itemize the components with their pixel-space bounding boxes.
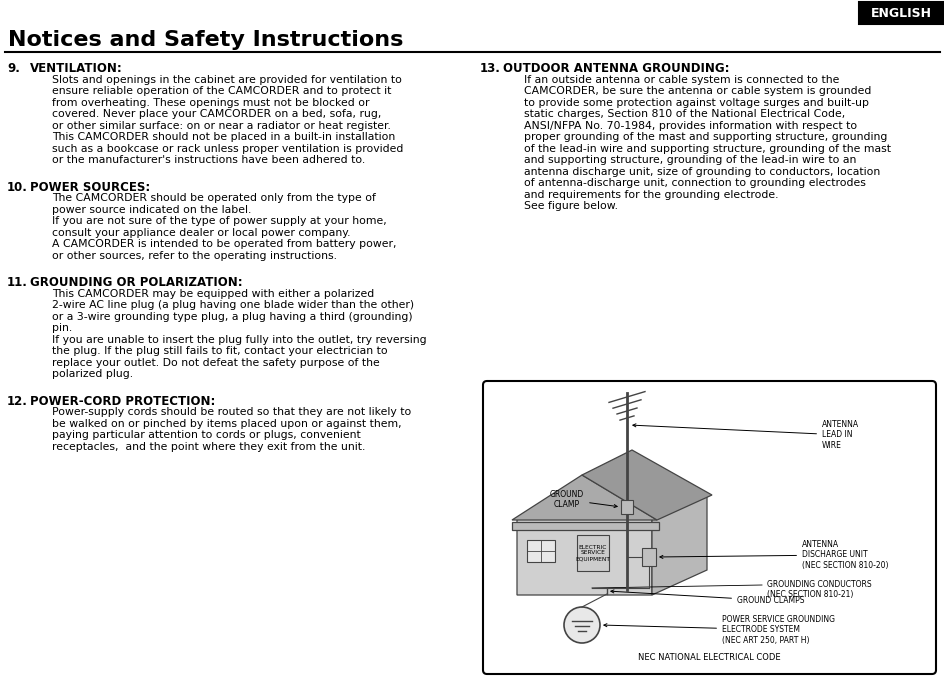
- Text: static charges, Section 810 of the National Electrical Code,: static charges, Section 810 of the Natio…: [523, 109, 844, 119]
- Text: If an outside antenna or cable system is connected to the: If an outside antenna or cable system is…: [523, 74, 838, 85]
- Text: from overheating. These openings must not be blocked or: from overheating. These openings must no…: [52, 97, 369, 108]
- Text: or a 3-wire grounding type plug, a plug having a third (grounding): or a 3-wire grounding type plug, a plug …: [52, 312, 413, 321]
- Text: OUTDOOR ANTENNA GROUNDING:: OUTDOOR ANTENNA GROUNDING:: [502, 62, 729, 75]
- Text: 10.: 10.: [7, 180, 27, 194]
- Text: of antenna-discharge unit, connection to grounding electrodes: of antenna-discharge unit, connection to…: [523, 178, 865, 188]
- Text: and requirements for the grounding electrode.: and requirements for the grounding elect…: [523, 189, 778, 199]
- Text: ENGLISH: ENGLISH: [869, 6, 931, 19]
- Polygon shape: [516, 480, 651, 595]
- Text: polarized plug.: polarized plug.: [52, 369, 133, 379]
- Text: or other sources, refer to the operating instructions.: or other sources, refer to the operating…: [52, 251, 337, 260]
- Text: consult your appliance dealer or local power company.: consult your appliance dealer or local p…: [52, 228, 350, 237]
- Text: ANTENNA
DISCHARGE UNIT
(NEC SECTION 810-20): ANTENNA DISCHARGE UNIT (NEC SECTION 810-…: [659, 540, 887, 570]
- Text: GROUNDING CONDUCTORS
(NEC SECTION 810-21): GROUNDING CONDUCTORS (NEC SECTION 810-21…: [767, 580, 870, 600]
- Text: The CAMCORDER should be operated only from the type of: The CAMCORDER should be operated only fr…: [52, 193, 376, 203]
- Text: covered. Never place your CAMCORDER on a bed, sofa, rug,: covered. Never place your CAMCORDER on a…: [52, 109, 381, 119]
- Polygon shape: [512, 522, 658, 530]
- Text: CAMCORDER, be sure the antenna or cable system is grounded: CAMCORDER, be sure the antenna or cable …: [523, 86, 870, 96]
- Bar: [527, 540, 554, 562]
- Circle shape: [564, 607, 599, 643]
- Text: POWER SOURCES:: POWER SOURCES:: [30, 180, 150, 194]
- Text: or other similar surface: on or near a radiator or heat register.: or other similar surface: on or near a r…: [52, 121, 391, 130]
- Text: Slots and openings in the cabinet are provided for ventilation to: Slots and openings in the cabinet are pr…: [52, 74, 401, 85]
- Text: and supporting structure, grounding of the lead-in wire to an: and supporting structure, grounding of t…: [523, 155, 855, 165]
- Text: 12.: 12.: [7, 394, 27, 407]
- Text: or the manufacturer's instructions have been adhered to.: or the manufacturer's instructions have …: [52, 155, 365, 165]
- Text: paying particular attention to cords or plugs, convenient: paying particular attention to cords or …: [52, 430, 361, 440]
- Text: If you are not sure of the type of power supply at your home,: If you are not sure of the type of power…: [52, 216, 386, 226]
- Text: VENTILATION:: VENTILATION:: [30, 62, 123, 75]
- Text: 11.: 11.: [7, 276, 27, 289]
- Text: proper grounding of the mast and supporting structure, grounding: proper grounding of the mast and support…: [523, 132, 886, 142]
- Bar: [620, 500, 632, 514]
- Text: If you are unable to insert the plug fully into the outlet, try reversing: If you are unable to insert the plug ful…: [52, 335, 426, 344]
- Text: receptacles,  and the point where they exit from the unit.: receptacles, and the point where they ex…: [52, 441, 365, 452]
- Text: Notices and Safety Instructions: Notices and Safety Instructions: [8, 30, 403, 50]
- Text: See figure below.: See figure below.: [523, 201, 617, 211]
- Text: 13.: 13.: [480, 62, 500, 75]
- Bar: [641, 548, 655, 566]
- Text: pin.: pin.: [52, 323, 72, 333]
- FancyBboxPatch shape: [482, 381, 935, 674]
- Text: GROUND CLAMPS: GROUND CLAMPS: [610, 590, 803, 605]
- Text: power source indicated on the label.: power source indicated on the label.: [52, 205, 251, 214]
- Text: be walked on or pinched by items placed upon or against them,: be walked on or pinched by items placed …: [52, 418, 401, 428]
- Text: ANTENNA
LEAD IN
WIRE: ANTENNA LEAD IN WIRE: [632, 420, 858, 450]
- Text: antenna discharge unit, size of grounding to conductors, location: antenna discharge unit, size of groundin…: [523, 167, 879, 176]
- Text: of the lead-in wire and supporting structure, grounding of the mast: of the lead-in wire and supporting struc…: [523, 144, 890, 153]
- Text: to provide some protection against voltage surges and built-up: to provide some protection against volta…: [523, 97, 868, 108]
- Text: 2-wire AC line plug (a plug having one blade wider than the other): 2-wire AC line plug (a plug having one b…: [52, 300, 413, 310]
- Text: POWER-CORD PROTECTION:: POWER-CORD PROTECTION:: [30, 394, 215, 407]
- Text: such as a bookcase or rack unless proper ventilation is provided: such as a bookcase or rack unless proper…: [52, 144, 403, 153]
- Text: A CAMCORDER is intended to be operated from battery power,: A CAMCORDER is intended to be operated f…: [52, 239, 396, 249]
- Text: GROUND
CLAMP: GROUND CLAMP: [549, 490, 616, 509]
- Text: This CAMCORDER may be equipped with either a polarized: This CAMCORDER may be equipped with eith…: [52, 289, 374, 298]
- Text: replace your outlet. Do not defeat the safety purpose of the: replace your outlet. Do not defeat the s…: [52, 357, 379, 368]
- Text: 9.: 9.: [7, 62, 20, 75]
- Text: NEC NATIONAL ELECTRICAL CODE: NEC NATIONAL ELECTRICAL CODE: [637, 654, 780, 663]
- Text: GROUNDING OR POLARIZATION:: GROUNDING OR POLARIZATION:: [30, 276, 243, 289]
- Polygon shape: [512, 475, 656, 520]
- Text: Power-supply cords should be routed so that they are not likely to: Power-supply cords should be routed so t…: [52, 407, 411, 417]
- Text: ANSI/NFPA No. 70-1984, provides information with respect to: ANSI/NFPA No. 70-1984, provides informat…: [523, 121, 856, 130]
- Bar: [577, 535, 608, 571]
- Polygon shape: [651, 495, 706, 595]
- Text: POWER SERVICE GROUNDING
ELECTRODE SYSTEM
(NEC ART 250, PART H): POWER SERVICE GROUNDING ELECTRODE SYSTEM…: [603, 615, 834, 645]
- Text: ensure reliable operation of the CAMCORDER and to protect it: ensure reliable operation of the CAMCORD…: [52, 86, 391, 96]
- Bar: [858, 2, 942, 24]
- Text: ELECTRIC
SERVICE
EQUIPMENT: ELECTRIC SERVICE EQUIPMENT: [575, 545, 610, 561]
- Text: the plug. If the plug still fails to fit, contact your electrician to: the plug. If the plug still fails to fit…: [52, 346, 387, 356]
- Polygon shape: [582, 450, 711, 520]
- Text: This CAMCORDER should not be placed in a built-in installation: This CAMCORDER should not be placed in a…: [52, 132, 395, 142]
